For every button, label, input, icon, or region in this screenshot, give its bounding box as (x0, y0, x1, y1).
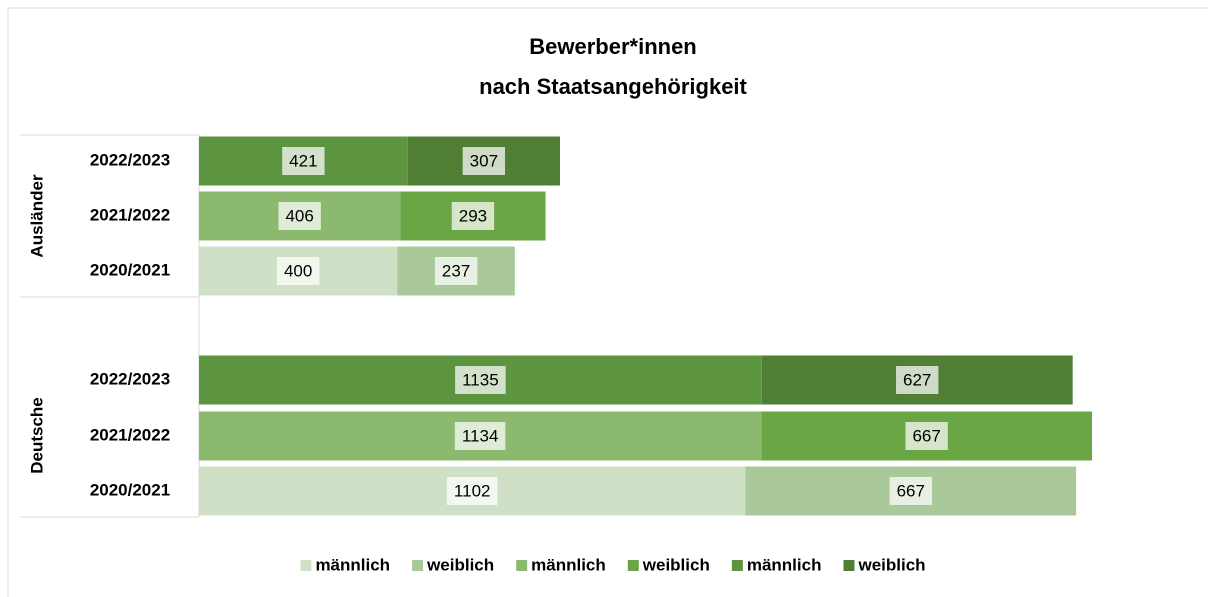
y-tick-label: 2020/2021 (90, 260, 170, 279)
data-label: 400 (284, 261, 312, 280)
legend-swatch (300, 560, 312, 571)
data-label: 421 (289, 151, 317, 170)
chart-title: Bewerber*innen (529, 34, 697, 59)
data-label-bg (282, 147, 325, 175)
data-label: 667 (912, 426, 940, 445)
legend-swatch (412, 560, 424, 571)
legend-label: weiblich (642, 555, 710, 574)
legend-swatch (516, 560, 528, 571)
data-label-bg (462, 147, 506, 175)
group-label: Deutsche (27, 397, 46, 474)
group-label: Ausländer (27, 174, 46, 258)
y-tick-label: 2021/2022 (90, 425, 170, 444)
legend-swatch (731, 560, 743, 571)
data-label-bg (451, 202, 495, 230)
data-label: 293 (459, 206, 487, 225)
y-tick-label: 2020/2021 (90, 480, 170, 499)
data-label-bg (446, 477, 498, 505)
data-label-bg (455, 366, 506, 394)
y-tick-label: 2021/2022 (90, 205, 170, 224)
data-label: 237 (442, 261, 470, 280)
y-tick-label: 2022/2023 (90, 369, 170, 388)
y-tick-label: 2022/2023 (90, 150, 170, 169)
chart-title: nach Staatsangehörigkeit (479, 74, 747, 99)
legend-label: weiblich (857, 555, 925, 574)
data-label-bg (454, 422, 506, 450)
data-label-bg (434, 257, 478, 285)
data-label: 627 (903, 370, 931, 389)
legend-label: männlich (315, 555, 390, 574)
data-label: 1134 (462, 426, 499, 445)
data-label-bg (896, 366, 939, 394)
data-label-bg (278, 202, 321, 230)
data-label-bg (276, 257, 320, 285)
legend-label: weiblich (426, 555, 494, 574)
data-label-bg (905, 422, 948, 450)
legend-label: männlich (747, 555, 822, 574)
data-label: 1135 (462, 370, 499, 389)
data-label: 406 (285, 206, 313, 225)
legend-swatch (843, 560, 855, 571)
data-label-bg (889, 477, 932, 505)
data-label: 1102 (454, 481, 491, 500)
data-label: 307 (470, 151, 498, 170)
legend-swatch (627, 560, 639, 571)
legend-label: männlich (531, 555, 606, 574)
data-label: 667 (897, 481, 925, 500)
